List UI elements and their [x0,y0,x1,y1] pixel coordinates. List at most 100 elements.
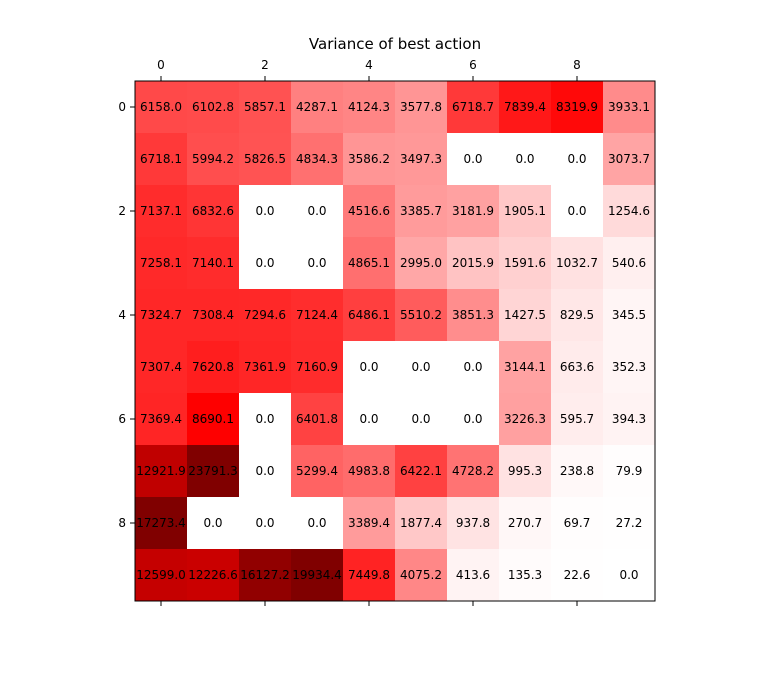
cell-value-label: 7258.1 [140,256,182,270]
heatmap-cell [551,549,604,602]
heatmap-cell [291,497,344,550]
heatmap-cell [291,237,344,290]
cell-value-label: 0.0 [255,464,274,478]
heatmap-cell [343,81,396,134]
x-tick-label: 4 [365,58,373,72]
heatmap-cell [239,445,292,498]
cell-value-label: 0.0 [359,412,378,426]
cell-value-label: 0.0 [411,360,430,374]
heatmap-cell [187,497,240,550]
y-tick-label: 4 [118,308,126,322]
cell-value-label: 540.6 [612,256,646,270]
heatmap-cell [499,445,552,498]
cell-value-label: 7361.9 [244,360,286,374]
cell-value-label: 3577.8 [400,100,442,114]
heatmap-cell [135,445,188,498]
cell-value-label: 5857.1 [244,100,286,114]
cell-value-label: 345.5 [612,308,646,322]
cell-value-label: 16127.2 [240,568,290,582]
heatmap-cell [395,81,448,134]
heatmap-cell [603,393,656,446]
heatmap-cell [291,393,344,446]
heatmap-cell [499,549,552,602]
heatmap-cell [135,289,188,342]
heatmap-cell [551,237,604,290]
heatmap-cell-labels: 6158.0 6102.8 5857.1 4287.1 4124.3 3577.8 6718… [136,100,650,582]
heatmap-cell [551,341,604,394]
cell-value-label: 3389.4 [348,516,390,530]
heatmap-cell [447,289,500,342]
cell-value-label: 7160.9 [296,360,338,374]
cell-value-label: 1254.6 [608,204,650,218]
heatmap-cell [343,445,396,498]
cell-value-label: 3073.7 [608,152,650,166]
cell-value-label: 0.0 [307,256,326,270]
heatmap-cell [239,341,292,394]
cell-value-label: 135.3 [508,568,542,582]
heatmap-cell [603,341,656,394]
heatmap-cell [499,185,552,238]
heatmap-cell [343,289,396,342]
heatmap-cell [291,185,344,238]
heatmap-cell [187,237,240,290]
heatmap-cell [291,289,344,342]
cell-value-label: 4287.1 [296,100,338,114]
cell-value-label: 4075.2 [400,568,442,582]
cell-value-label: 3385.7 [400,204,442,218]
heatmap-cell [343,393,396,446]
heatmap-cell [447,497,500,550]
heatmap-cell [187,341,240,394]
cell-value-label: 0.0 [619,568,638,582]
heatmap-cell [499,289,552,342]
heatmap-cell [603,185,656,238]
heatmap-cell [499,497,552,550]
heatmap-cell [291,133,344,186]
heatmap-cell [447,393,500,446]
cell-value-label: 7839.4 [504,100,546,114]
heatmap-cell [343,133,396,186]
heatmap-cell [239,185,292,238]
heatmap-cell [187,445,240,498]
cell-value-label: 829.5 [560,308,594,322]
heatmap-cell [551,185,604,238]
x-tick-label: 6 [469,58,477,72]
cell-value-label: 3181.9 [452,204,494,218]
heatmap-cell [551,393,604,446]
y-axis-ticks: 0 2 4 6 8 [118,100,135,530]
heatmap-cell [395,289,448,342]
heatmap-cell [603,497,656,550]
cell-value-label: 6158.0 [140,100,182,114]
heatmap-cell [135,341,188,394]
heatmap-cell [239,549,292,602]
cell-value-label: 1905.1 [504,204,546,218]
heatmap-cell [551,81,604,134]
heatmap-cell [395,185,448,238]
heatmap-cell [499,393,552,446]
cell-value-label: 22.6 [564,568,591,582]
chart-title: Variance of best action [309,35,481,53]
cell-value-label: 6486.1 [348,308,390,322]
cell-value-label: 7369.4 [140,412,182,426]
heatmap-cell [239,289,292,342]
heatmap-cell [343,497,396,550]
heatmap-cell [239,133,292,186]
heatmap-cell [447,185,500,238]
cell-value-label: 0.0 [203,516,222,530]
heatmap-cell [551,289,604,342]
heatmap-cells [135,81,656,602]
heatmap-cell [291,549,344,602]
cell-value-label: 1032.7 [556,256,598,270]
heatmap-cell [551,133,604,186]
heatmap-cell [239,393,292,446]
heatmap-cell [135,81,188,134]
cell-value-label: 3144.1 [504,360,546,374]
cell-value-label: 5299.4 [296,464,338,478]
cell-value-label: 3226.3 [504,412,546,426]
x-tick-label: 0 [157,58,165,72]
cell-value-label: 6401.8 [296,412,338,426]
cell-value-label: 4865.1 [348,256,390,270]
heatmap-cell [291,81,344,134]
cell-value-label: 937.8 [456,516,490,530]
cell-value-label: 5994.2 [192,152,234,166]
